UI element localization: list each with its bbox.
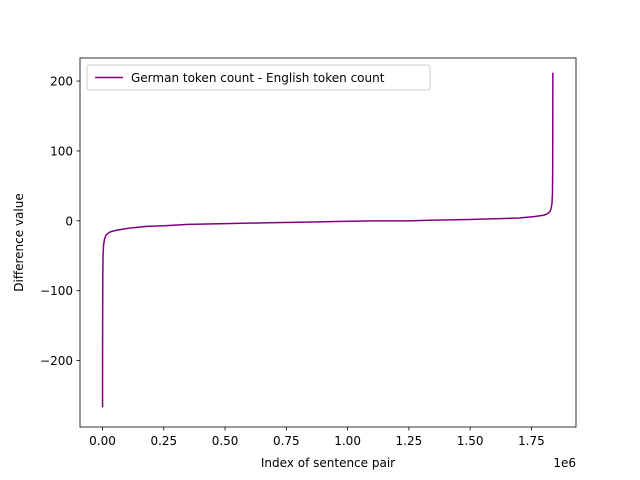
x-axis-offset-label: 1e6 bbox=[553, 456, 576, 470]
x-axis-label: Index of sentence pair bbox=[261, 456, 395, 470]
y-tick-label: −100 bbox=[40, 284, 73, 298]
x-axis-ticks: 0.00 0.25 0.50 0.75 1.00 1.25 1.50 1.75 bbox=[89, 427, 545, 448]
y-axis-ticks: −200 −100 0 100 200 bbox=[40, 75, 80, 368]
x-tick-label: 1.50 bbox=[457, 434, 484, 448]
y-tick-label: 100 bbox=[50, 144, 73, 158]
legend-label: German token count - English token count bbox=[131, 71, 385, 85]
x-tick-label: 0.75 bbox=[273, 434, 300, 448]
legend: German token count - English token count bbox=[86, 64, 431, 91]
series-line bbox=[101, 72, 554, 408]
x-tick-label: 0.25 bbox=[150, 434, 177, 448]
y-tick-label: 0 bbox=[65, 214, 73, 228]
x-tick-label: 0.00 bbox=[89, 434, 116, 448]
y-tick-label: 200 bbox=[50, 75, 73, 89]
x-tick-label: 1.00 bbox=[334, 434, 361, 448]
legend-box bbox=[86, 64, 431, 91]
series-layer bbox=[101, 72, 554, 408]
y-tick-label: −200 bbox=[40, 354, 73, 368]
x-tick-label: 0.50 bbox=[212, 434, 239, 448]
plot-area bbox=[80, 58, 576, 427]
y-axis-label: Difference value bbox=[12, 193, 26, 291]
x-tick-label: 1.75 bbox=[518, 434, 545, 448]
plot-frame bbox=[79, 57, 577, 428]
x-tick-label: 1.25 bbox=[396, 434, 423, 448]
